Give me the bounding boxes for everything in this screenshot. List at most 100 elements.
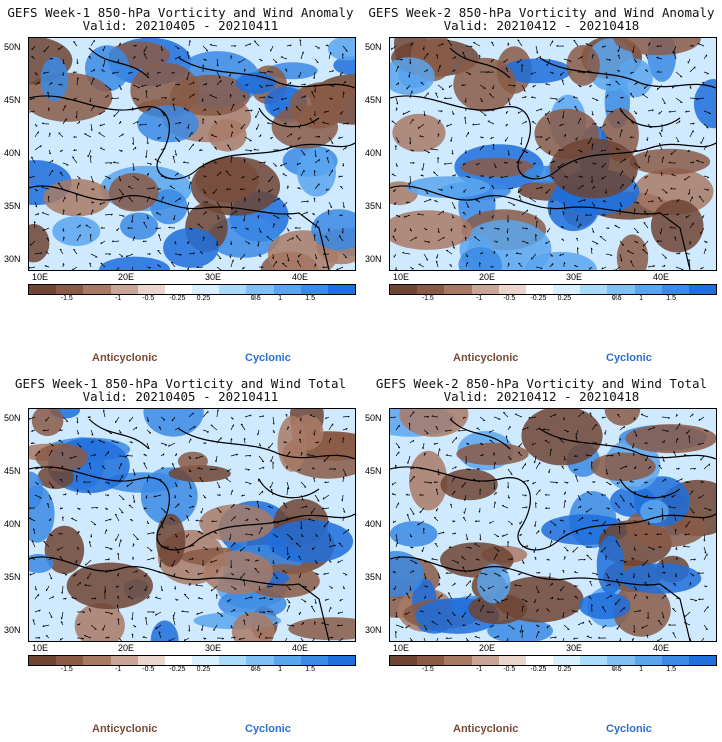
wind-vector-head (50, 577, 53, 580)
colorbar-swatch (29, 285, 57, 294)
wind-vector-head (644, 581, 647, 584)
wind-vector-head (338, 175, 341, 178)
wind-vector-head (487, 587, 490, 590)
colorbar-swatch (137, 656, 165, 665)
wind-vector (117, 618, 120, 626)
wind-vector (118, 462, 122, 470)
wind-vector (437, 572, 441, 579)
colorbar-swatch (634, 656, 662, 665)
wind-vector (661, 611, 665, 619)
wind-vector-head (94, 597, 97, 600)
wind-vector (188, 438, 192, 444)
wind-vector-head (313, 113, 316, 116)
wind-vector-head (563, 262, 566, 265)
wind-vector-head (87, 416, 90, 418)
wind-vector-head (491, 185, 494, 187)
wind-vector-head (37, 213, 40, 216)
wind-vector (700, 227, 705, 235)
wind-vector-head (264, 72, 267, 75)
wind-vector (437, 227, 440, 233)
wind-vector-head (511, 187, 514, 190)
colorbar-swatch (110, 285, 138, 294)
wind-vector (576, 214, 579, 222)
wind-vector-head (204, 638, 207, 640)
wind-vector-head (119, 88, 122, 90)
wind-vector-head (493, 487, 496, 490)
wind-vector-head (94, 454, 96, 457)
wind-vector (517, 188, 523, 194)
wind-vector (144, 572, 148, 578)
wind-vector-head (573, 468, 576, 471)
colorbar-tick-label: 0.5 (250, 666, 261, 673)
wind-vector-head (41, 122, 44, 125)
wind-vector-head (447, 39, 450, 42)
wind-vector (633, 162, 641, 168)
wind-vector-head (426, 69, 429, 72)
wind-vector-head (78, 623, 81, 626)
wind-vector (700, 136, 705, 144)
wind-vector (619, 465, 628, 470)
anticyclonic-region (453, 57, 517, 112)
wind-vector-head (29, 417, 31, 420)
wind-vector-head (162, 466, 164, 470)
wind-vector (230, 585, 237, 590)
wind-vector-head (505, 435, 508, 438)
wind-vector-head (216, 594, 218, 597)
wind-vector-head (413, 467, 416, 470)
wind-vector-head (702, 81, 705, 84)
wind-vector-head (40, 145, 42, 148)
wind-vector (601, 266, 607, 270)
wind-vector-head (46, 237, 49, 240)
wind-vector-head (620, 205, 623, 207)
wind-vector (272, 107, 280, 112)
wind-vector-head (417, 213, 420, 215)
wind-vector (174, 546, 180, 554)
wind-vector (577, 411, 585, 418)
wind-vector-head (412, 439, 415, 443)
wind-vector-head (546, 626, 548, 629)
wind-vector (647, 426, 655, 431)
cyclonic-region (40, 56, 69, 102)
panel-title: GEFS Week-1 850-hPa Vorticity and Wind A… (7, 5, 354, 20)
wind-vector (433, 517, 439, 522)
wind-vector-head (333, 468, 336, 471)
wind-vector (521, 506, 528, 509)
wind-vector (405, 624, 411, 629)
wind-vector-head (651, 200, 654, 203)
wind-vector (562, 637, 565, 641)
wind-vector-head (214, 460, 217, 463)
wind-vector (337, 559, 344, 564)
wind-vector-head (513, 85, 516, 87)
wind-vector (431, 621, 439, 626)
wind-vector (632, 175, 635, 183)
wind-vector (188, 132, 193, 138)
wind-vector-head (574, 105, 577, 108)
wind-vector-head (474, 635, 477, 638)
wind-vector-head (634, 61, 638, 63)
wind-vector-head (644, 533, 647, 536)
wind-vector-head (518, 262, 521, 264)
wind-vector (600, 149, 607, 152)
wind-vector (531, 442, 537, 446)
wind-vector-head (209, 468, 212, 471)
wind-vector-head (615, 540, 618, 542)
wind-vector (286, 585, 292, 591)
wind-vector-head (522, 605, 525, 608)
wind-vector-head (156, 71, 159, 74)
wind-vector (243, 214, 246, 222)
wind-vector-head (243, 619, 246, 622)
colorbar-tick-label: 0.5 (611, 666, 622, 673)
wind-vector-head (192, 81, 195, 84)
wind-vector (342, 45, 348, 52)
wind-vector-head (431, 557, 434, 560)
wind-vector-head (41, 186, 44, 188)
wind-vector (545, 136, 551, 141)
wind-vector (171, 559, 176, 567)
wind-vector-head (263, 161, 266, 164)
wind-vector (409, 175, 412, 184)
wind-vector (458, 429, 467, 432)
wind-vector-head (331, 142, 334, 144)
wind-vector-head (590, 247, 593, 250)
wind-vector (688, 188, 691, 195)
wind-vector (644, 581, 649, 587)
